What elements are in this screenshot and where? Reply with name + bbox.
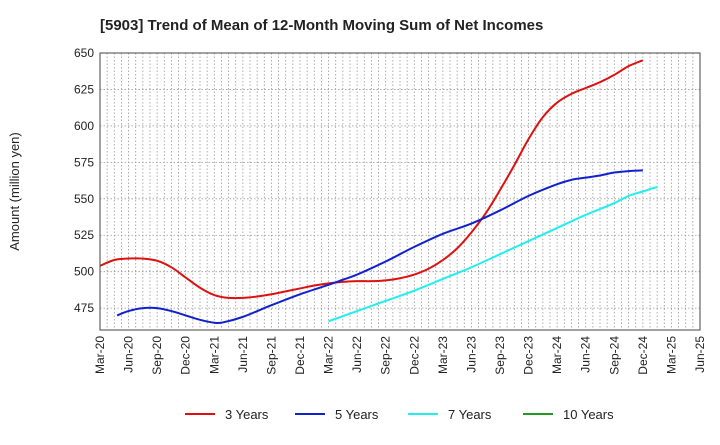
x-tick-label: Jun-22	[350, 336, 364, 373]
x-tick-label: Dec-20	[179, 336, 193, 375]
series-layer	[99, 59, 658, 325]
y-axis-label: Amount (million yen)	[7, 132, 22, 251]
x-tick-labels: Mar-20 Jun-20 Sep-20 Dec-20 Mar-21 Jun-21 Sep-…	[93, 336, 707, 375]
y-tick-label: 625	[74, 82, 94, 96]
x-tick-label: Jun-21	[236, 336, 250, 373]
series-line-3	[328, 186, 658, 323]
x-tick-label: Sep-23	[493, 336, 507, 375]
x-tick-label: Sep-21	[264, 336, 278, 375]
legend: 3 Years 5 Years 7 Years 10 Years	[185, 407, 614, 422]
y-tick-label: 475	[74, 301, 94, 315]
grid-layer	[99, 52, 701, 330]
y-tick-label: 650	[74, 46, 94, 60]
x-tick-label: Mar-21	[207, 336, 221, 374]
series-line-2	[116, 169, 643, 325]
x-tick-label: Jun-20	[122, 336, 136, 373]
y-tick-label: 575	[74, 155, 94, 169]
x-tick-label: Sep-22	[379, 336, 393, 375]
legend-label: 10 Years	[563, 407, 614, 422]
x-tick-label: Mar-23	[436, 336, 450, 374]
x-tick-label: Mar-24	[550, 336, 564, 374]
legend-label: 5 Years	[335, 407, 379, 422]
plot-frame	[99, 52, 701, 331]
x-tick-label: Jun-24	[579, 336, 593, 373]
y-tick-label: 525	[74, 228, 94, 242]
x-tick-label: Mar-22	[322, 336, 336, 374]
x-tick-label: Dec-23	[522, 336, 536, 375]
chart-title: [5903] Trend of Mean of 12-Month Moving …	[100, 17, 543, 34]
x-tick-label: Dec-24	[636, 336, 650, 375]
y-tick-label: 500	[74, 265, 94, 279]
y-tick-label: 550	[74, 192, 94, 206]
x-tick-label: Dec-22	[407, 336, 421, 375]
y-tick-labels: 475 500 525 550 575 600 625 650	[74, 46, 94, 315]
x-tick-label: Jun-25	[693, 336, 707, 373]
y-tick-label: 600	[74, 119, 94, 133]
legend-label: 7 Years	[448, 407, 492, 422]
x-tick-label: Dec-21	[293, 336, 307, 375]
series-line-1	[99, 59, 644, 300]
x-tick-label: Sep-24	[607, 336, 621, 375]
x-tick-label: Sep-20	[150, 336, 164, 375]
x-tick-label: Mar-25	[664, 336, 678, 374]
x-tick-label: Jun-23	[464, 336, 478, 373]
x-tick-label: Mar-20	[93, 336, 107, 374]
legend-label: 3 Years	[225, 407, 269, 422]
